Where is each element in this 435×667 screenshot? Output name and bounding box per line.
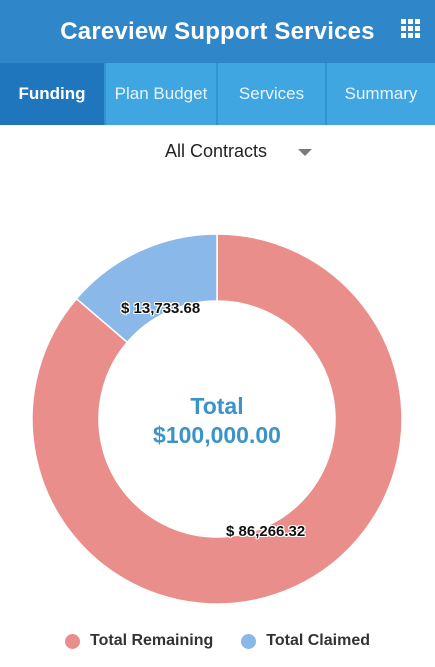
legend-dot-claimed: [241, 633, 257, 649]
tab-plan-budget[interactable]: Plan Budget: [106, 63, 218, 125]
dropdown-arrow-icon: [298, 149, 312, 156]
legend-item-claimed[interactable]: Total Claimed: [241, 632, 370, 650]
app-header: Careview Support Services: [0, 0, 435, 63]
tab-funding[interactable]: Funding: [0, 63, 106, 125]
tab-bar: Funding Plan Budget Services Summary: [0, 63, 435, 125]
chart-center-label: Total $100,000.00: [117, 392, 317, 450]
grid-icon[interactable]: [401, 19, 421, 39]
legend-label-claimed: Total Claimed: [266, 632, 370, 649]
funding-donut-chart: Total $100,000.00 $ 13,733.68 $ 86,266.3…: [0, 190, 435, 630]
data-label-total-remaining: $ 86,266.32: [226, 523, 306, 540]
data-label-total-claimed: $ 13,733.68: [121, 300, 201, 317]
tab-services[interactable]: Services: [218, 63, 327, 125]
tab-summary[interactable]: Summary: [344, 84, 418, 103]
legend-dot-remaining: [65, 633, 80, 649]
contract-filter-dropdown[interactable]: All Contracts: [150, 136, 330, 166]
chart-legend: Total Remaining Total Claimed: [0, 628, 435, 654]
app-title: Careview Support Services: [60, 17, 375, 45]
chart-center-title: Total: [190, 393, 244, 419]
chart-center-value: $100,000.00: [153, 422, 281, 448]
donut-slice-total-claimed[interactable]: [75, 233, 218, 344]
legend-item-remaining[interactable]: Total Remaining: [65, 632, 213, 650]
contract-filter-value: All Contracts: [165, 140, 268, 161]
donut-svg: [31, 233, 403, 605]
donut-slice-total-remaining[interactable]: [31, 233, 403, 605]
legend-label-remaining: Total Remaining: [90, 632, 214, 649]
